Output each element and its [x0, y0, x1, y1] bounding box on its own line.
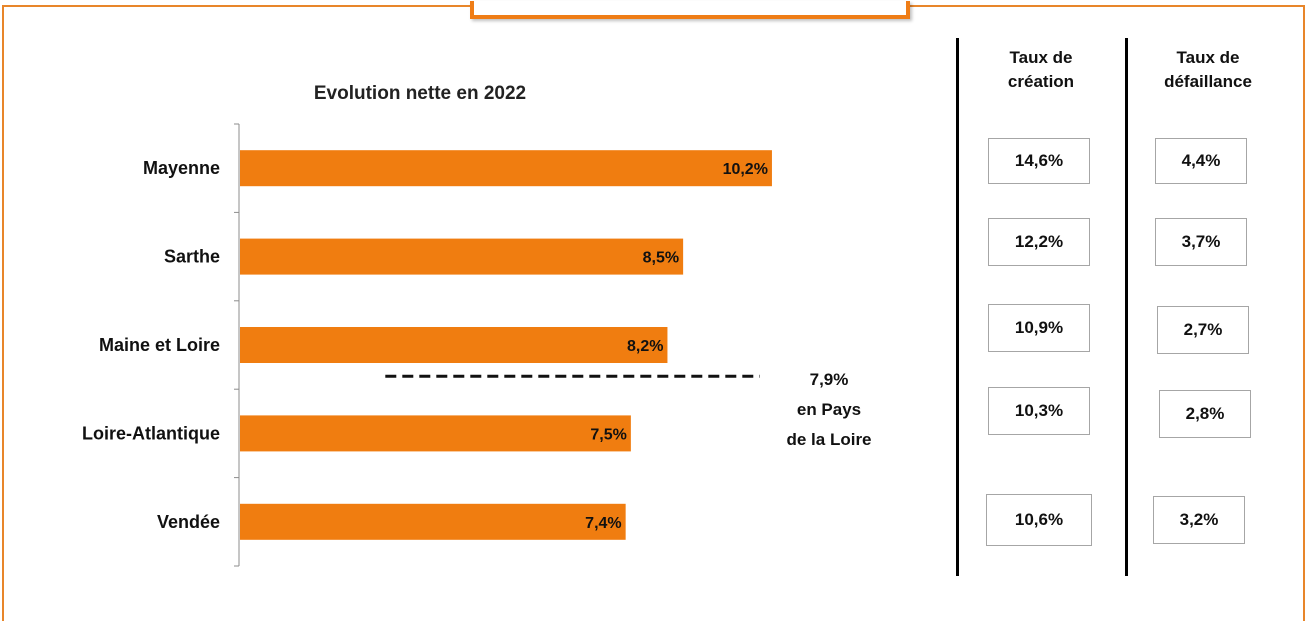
bar-maine-et-loire — [240, 327, 668, 363]
header-creation-line1: Taux de — [1009, 48, 1073, 67]
creation-rate-sarthe: 12,2% — [988, 218, 1090, 266]
category-label-loire-atlantique: Loire-Atlantique — [82, 423, 220, 443]
header-creation-line2: création — [1007, 72, 1075, 91]
reference-line-group: 7,9% en Pays de la Loire — [385, 370, 872, 449]
bar-mayenne — [240, 150, 772, 187]
header-defaillance-line1: Taux de — [1176, 48, 1240, 67]
value-label-sarthe: 8,5% — [643, 250, 679, 267]
category-label-sarthe: Sarthe — [164, 247, 220, 267]
header-creation: Taux de création — [971, 46, 1111, 94]
header-defaillance-line2: défaillance — [1164, 72, 1252, 91]
value-label-loire-atlantique: 7,5% — [590, 426, 626, 443]
reference-label-line: de la Loire — [786, 430, 871, 449]
header-defaillance: Taux de défaillance — [1138, 46, 1278, 94]
bar-loire-atlantique — [240, 415, 631, 452]
defaillance-rate-sarthe: 3,7% — [1155, 218, 1247, 266]
creation-rate-maine-et-loire: 10,9% — [988, 304, 1090, 352]
value-label-mayenne: 10,2% — [723, 161, 768, 178]
column-divider-left — [956, 38, 959, 576]
category-axis: Mayenne Sarthe Maine et Loire Loire-Atlanti… — [82, 123, 240, 567]
category-label-vendee: Vendée — [157, 512, 220, 532]
reference-label-line: en Pays — [797, 400, 861, 419]
value-label-maine-et-loire: 8,2% — [627, 338, 663, 355]
reference-label: 7,9% en Pays de la Loire — [786, 370, 871, 449]
defaillance-rate-loire-atlantique: 2,8% — [1159, 390, 1251, 438]
category-label-maine-et-loire: Maine et Loire — [99, 335, 220, 355]
creation-rate-mayenne: 14,6% — [988, 138, 1090, 184]
chart-title: Evolution nette en 2022 — [314, 83, 526, 104]
bar-sarthe — [240, 238, 684, 275]
value-label-vendee: 7,4% — [585, 515, 621, 532]
defaillance-rate-mayenne: 4,4% — [1155, 138, 1247, 184]
reference-label-line: 7,9% — [810, 370, 849, 389]
creation-rate-vendee: 10,6% — [986, 494, 1092, 546]
bars: 10,2% 8,5% 8,2% 7,5% 7,4% — [240, 150, 772, 540]
defaillance-rate-vendee: 3,2% — [1153, 496, 1245, 544]
defaillance-rate-maine-et-loire: 2,7% — [1157, 306, 1249, 354]
column-divider-right — [1125, 38, 1128, 576]
title-tab — [470, 1, 910, 19]
bar-chart: Evolution nette en 2022 Mayenne Sarthe Mai… — [82, 83, 872, 567]
bar-vendee — [240, 503, 626, 540]
category-label-mayenne: Mayenne — [143, 158, 220, 178]
creation-rate-loire-atlantique: 10,3% — [988, 387, 1090, 435]
